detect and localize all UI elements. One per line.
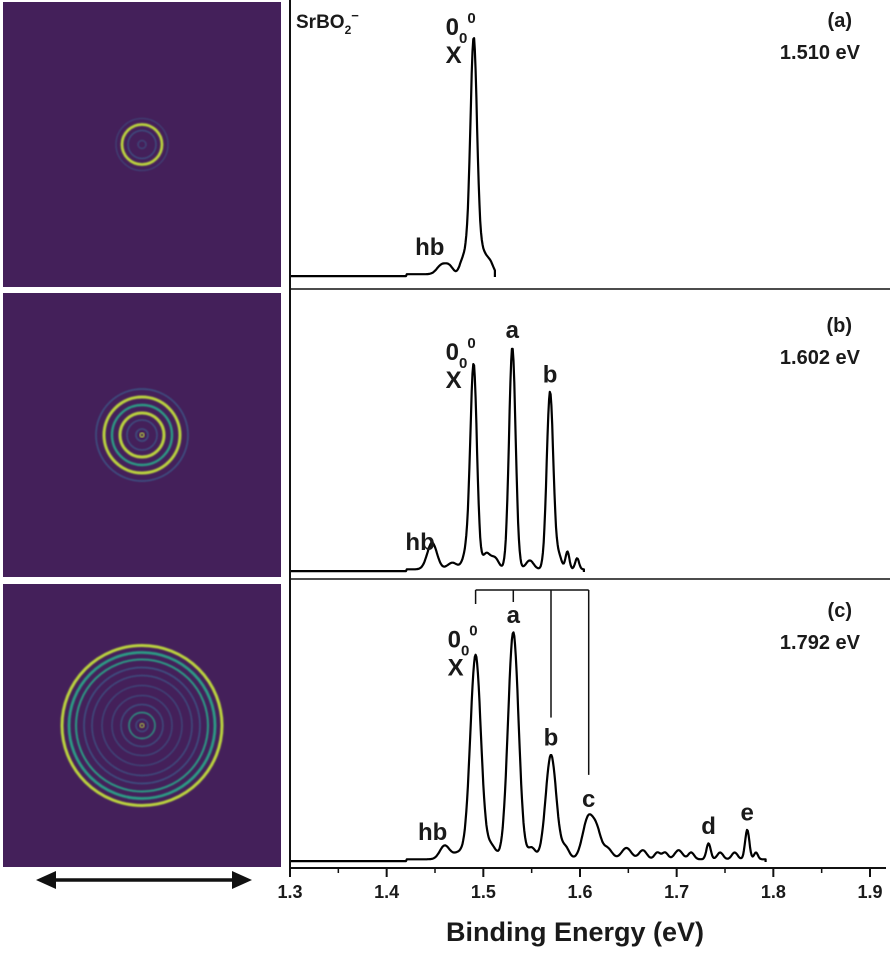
peak-label-hb: hb <box>415 234 444 261</box>
peak-label-X: X <box>448 655 464 682</box>
peak-label-hb: hb <box>405 529 434 556</box>
peak-label-b: b <box>544 725 559 752</box>
photon-energy-label: 1.602 eV <box>780 347 861 369</box>
photoelectron-ring <box>75 658 209 793</box>
peak-label-c: c <box>582 786 595 813</box>
peak-label-origin: 000 <box>448 623 478 660</box>
peak-label-X: X <box>446 367 462 394</box>
image-background <box>3 2 281 287</box>
photoelectron-ring <box>115 118 169 171</box>
photon-energy-label: 1.510 eV <box>780 42 861 64</box>
spectrum-trace <box>289 347 585 573</box>
x-tick-label: 1.3 <box>277 882 302 902</box>
species-label: SrBO2− <box>296 8 359 37</box>
photoelectron-ring <box>120 123 164 166</box>
image-background <box>3 293 281 577</box>
x-tick-label: 1.7 <box>664 882 689 902</box>
peak-label-origin: 000 <box>446 335 476 372</box>
image-background <box>3 584 281 867</box>
peak-label-X: X <box>446 42 462 69</box>
photoelectron-ring <box>91 674 193 777</box>
panel-letter: (a) <box>828 10 852 32</box>
photoelectron-ring <box>135 718 149 733</box>
photon-energy-label: 1.792 eV <box>780 632 861 654</box>
photoelectron-ring <box>111 695 173 756</box>
panel-letter: (b) <box>826 315 852 337</box>
velocity-map-image <box>3 293 281 577</box>
photoelectron-ring <box>102 395 182 475</box>
peak-label-a: a <box>506 317 520 344</box>
x-tick-label: 1.6 <box>567 882 592 902</box>
photoelectron-ring <box>120 703 164 748</box>
velocity-map-images <box>3 2 281 867</box>
x-axis-label: Binding Energy (eV) <box>446 917 704 947</box>
spectrum-trace <box>289 37 496 278</box>
peak-label-b: b <box>543 361 558 388</box>
peak-label-e: e <box>741 799 754 826</box>
peak-label-d: d <box>701 813 716 840</box>
peak-label-a: a <box>507 602 521 629</box>
photoelectron-ring <box>139 723 145 728</box>
spectrum-trace <box>289 631 767 863</box>
photoelectron-ring <box>83 666 201 785</box>
photoelectron-ring <box>126 419 158 451</box>
photoelectron-ring <box>60 644 224 807</box>
velocity-map-image <box>3 584 281 867</box>
panel-letter: (c) <box>828 600 852 622</box>
photoelectron-ring <box>135 428 149 442</box>
photoelectron-ring <box>139 432 145 438</box>
scale-arrow <box>36 871 252 889</box>
photoelectron-ring <box>137 140 147 149</box>
photoelectron-ring <box>110 403 174 467</box>
peak-label-hb: hb <box>418 819 447 846</box>
photoelectron-ring <box>101 685 183 766</box>
x-tick-label: 1.5 <box>471 882 496 902</box>
photoelectron-ring <box>128 711 156 740</box>
peak-label-origin: 000 <box>446 10 476 47</box>
progression-bracket <box>474 589 590 775</box>
photoelectron-ring <box>127 129 157 160</box>
x-axis: 1.3 1.4 1.5 1.6 1.7 1.8 1.9 <box>277 867 886 902</box>
x-tick-label: 1.4 <box>374 882 399 902</box>
x-tick-label: 1.9 <box>857 882 882 902</box>
photoelectron-ring <box>118 411 166 459</box>
photoelectron-ring <box>67 651 217 800</box>
x-tick-label: 1.8 <box>761 882 786 902</box>
velocity-map-image <box>3 2 281 287</box>
photoelectron-ring <box>95 388 189 482</box>
